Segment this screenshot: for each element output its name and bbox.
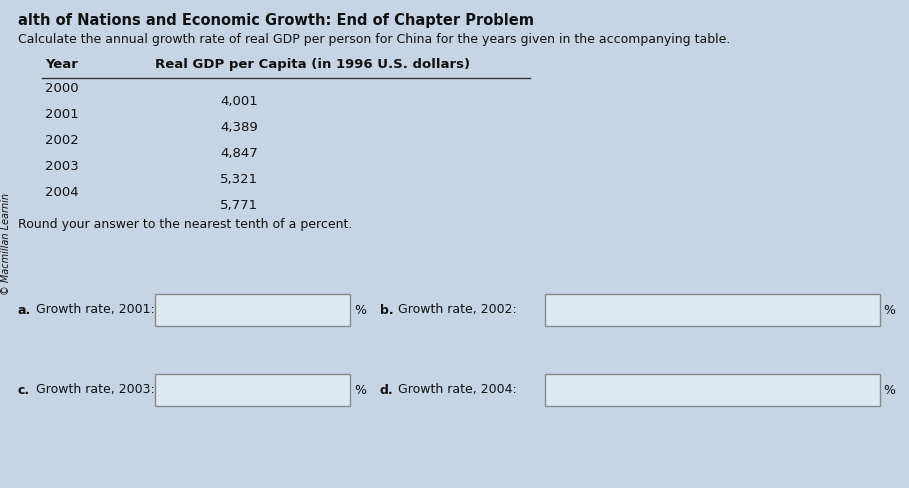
Text: alth of Nations and Economic Growth: End of Chapter Problem: alth of Nations and Economic Growth: End… xyxy=(18,13,534,28)
Text: a.: a. xyxy=(18,304,31,317)
Text: b.: b. xyxy=(380,304,394,317)
Text: 2004: 2004 xyxy=(45,186,78,199)
Text: %: % xyxy=(883,384,895,396)
Text: %: % xyxy=(354,384,366,396)
FancyBboxPatch shape xyxy=(545,374,880,406)
FancyBboxPatch shape xyxy=(545,294,880,326)
Text: © Macmillan Learnin: © Macmillan Learnin xyxy=(1,193,11,295)
Text: Year: Year xyxy=(45,58,78,71)
Text: 4,001: 4,001 xyxy=(220,95,258,108)
Text: %: % xyxy=(354,304,366,317)
Text: %: % xyxy=(883,304,895,317)
Text: 2002: 2002 xyxy=(45,134,79,147)
Text: Growth rate, 2001:: Growth rate, 2001: xyxy=(32,304,155,317)
Text: Growth rate, 2004:: Growth rate, 2004: xyxy=(394,384,516,396)
Text: d.: d. xyxy=(380,384,394,396)
Text: 4,847: 4,847 xyxy=(220,147,258,160)
Text: Real GDP per Capita (in 1996 U.S. dollars): Real GDP per Capita (in 1996 U.S. dollar… xyxy=(155,58,470,71)
Text: Growth rate, 2002:: Growth rate, 2002: xyxy=(394,304,516,317)
Text: 2003: 2003 xyxy=(45,160,79,173)
Text: 2000: 2000 xyxy=(45,82,78,95)
Text: Calculate the annual growth rate of real GDP per person for China for the years : Calculate the annual growth rate of real… xyxy=(18,33,730,46)
Text: c.: c. xyxy=(18,384,30,396)
Text: 5,321: 5,321 xyxy=(220,173,258,186)
Text: Growth rate, 2003:: Growth rate, 2003: xyxy=(32,384,155,396)
FancyBboxPatch shape xyxy=(155,374,350,406)
Text: 4,389: 4,389 xyxy=(220,121,258,134)
Text: 2001: 2001 xyxy=(45,108,79,121)
Text: 5,771: 5,771 xyxy=(220,199,258,212)
FancyBboxPatch shape xyxy=(155,294,350,326)
Text: Round your answer to the nearest tenth of a percent.: Round your answer to the nearest tenth o… xyxy=(18,218,353,231)
